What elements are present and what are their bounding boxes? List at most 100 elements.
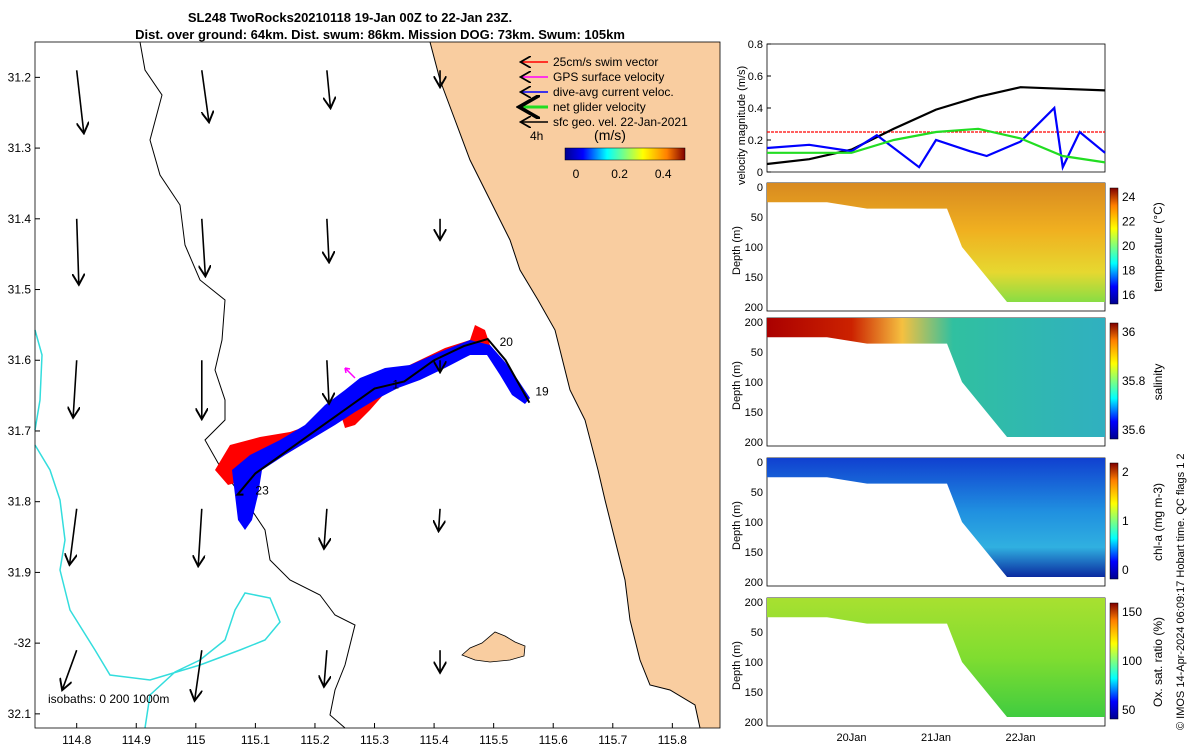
map-x-tick-label: 114.9 [122,733,151,747]
depth-tick-label: 100 [745,242,763,254]
day-label: 1 [392,378,399,392]
depth-ylabel: Depth (m) [731,361,743,410]
day-label: 20 [500,335,514,349]
colorbar-tick-label: 0.4 [655,167,672,181]
depth-tick-label: 200 [745,302,763,314]
map-x-axis: 114.8 114.9 115 115.1 115.2 115.3 115.4 115.5 11… [62,723,687,747]
gps-velocity-arrow [344,367,356,379]
map-x-tick-label: 114.8 [62,733,91,747]
depth-section-fill [767,458,1105,578]
depth-ylabel: Depth (m) [731,226,743,275]
depth-colorbar [1109,187,1119,305]
geo-velocity-arrow [327,218,329,261]
depth-colorbar-tick: 2 [1122,465,1129,479]
geo-velocity-arrow [73,360,77,416]
depth-colorbar-tick: 18 [1122,264,1136,278]
map-x-tick-label: 115.6 [539,733,568,747]
depth-colorbar-tick: 0 [1122,563,1129,577]
legend-label: dive-avg current veloc. [553,85,674,99]
map-y-tick-label: 31.3 [8,141,32,155]
depth-tick-label: 200 [745,577,763,589]
depth-tick-label: 50 [751,627,763,639]
colorbar-tick-label: 0 [573,167,580,181]
time-tick-label: 20Jan [837,732,867,744]
current-vector-fan [232,340,530,530]
depth-section-fill [767,318,1105,438]
legend-label: 25cm/s swim vector [553,55,658,69]
depth-colorbar-tick: 16 [1122,288,1136,302]
map-x-tick-label: 115.4 [420,733,449,747]
depth-colorbar-tick: 1 [1122,514,1129,528]
depth-section-fill [767,598,1105,718]
time-tick-label: 22Jan [1006,732,1036,744]
legend-label: GPS surface velocity [553,70,664,84]
depth-colorbar-tick: 35.8 [1122,374,1146,388]
land-area [430,42,720,728]
map-y-tick-label: 31.2 [8,70,32,84]
geo-velocity-arrow [195,650,203,699]
map-y-tick-label: 31.8 [8,495,32,509]
map-x-tick-label: 115.7 [598,733,627,747]
depth-tick-label: 50 [751,347,763,359]
depth-colorbar [1109,322,1119,440]
depth-tick-label: 100 [745,517,763,529]
depth-panel: 0 50 100 150 200 Depth (m) 24 22 20 18 16 temperatu… [731,182,1165,314]
velocity-series [766,86,1106,171]
velocity-y-axis: 0 0.2 0.4 0.6 0.8 [748,39,771,179]
legend-label: sfc geo. vel. 22-Jan-2021 [553,115,688,129]
depth-tick-label: 100 [745,657,763,669]
glider-track [235,337,531,496]
velocity-ylabel: velocity magnitude (m/s) [736,66,748,185]
geo-velocity-arrow [324,650,327,685]
depth-colorbar [1109,602,1119,720]
depth-colorbar-tick: 50 [1122,703,1136,717]
credit-footer: © IMOS 14-Apr-2024 06:09:17 Hobart time.… [1175,453,1187,730]
depth-colorbar-tick: 24 [1122,190,1136,204]
geo-velocity-arrow [200,70,209,120]
depth-tick-label: 50 [751,487,763,499]
velocity-y-tick-label: 0.2 [748,135,763,147]
depth-tick-label: 50 [751,212,763,224]
depth-colorbar-tick: 100 [1122,654,1142,668]
geo-velocity-arrow [202,218,206,275]
depth-tick-label: 200 [745,717,763,729]
depth-tick-label: 0 [757,182,763,194]
map-x-tick-label: 115.1 [241,733,270,747]
map-x-tick-label: 115.5 [479,733,508,747]
velocity-series-line [766,86,1106,166]
geo-velocity-arrow [75,70,84,132]
map-y-tick-label: 32.1 [8,707,32,721]
arrow-scale-label: 4h [530,129,543,143]
map-y-tick-label: 31.4 [8,212,32,226]
depth-tick-label: 0 [757,457,763,469]
day-labels: 19 20 1 23 [255,335,549,498]
velocity-y-tick-label: 0.6 [748,71,763,83]
day-label: 19 [535,385,549,399]
velocity-y-tick-label: 0 [757,167,763,179]
map-colorbar-ticks: 0 0.2 0.4 [573,167,672,181]
island [461,631,526,663]
colorbar-tick-label: 0.2 [611,167,628,181]
depth-ylabel: Depth (m) [731,641,743,690]
geo-velocity-arrow [77,218,79,283]
chart-title: SL248 TwoRocks20210118 19-Jan 00Z to 22-… [187,10,513,25]
depth-colorbar-tick: 20 [1122,239,1136,253]
day-label: 23 [255,484,269,498]
map-x-tick-label: 115.2 [300,733,329,747]
depth-tick-label: 200 [745,317,763,329]
geo-velocity-arrow [327,70,331,106]
map-y-tick-label: 31.9 [8,565,32,579]
map-y-axis: 31.2 31.3 31.4 31.5 31.6 31.7 31.8 31.9 -32 32.1 [8,70,40,721]
depth-tick-label: 100 [745,377,763,389]
isobath-1000m [34,444,281,729]
depth-colorbar-tick: 150 [1122,605,1142,619]
legend-label: net glider velocity [553,100,646,114]
isobaths-label: isobaths: 0 200 1000m [48,692,169,706]
depth-tick-label: 150 [745,272,763,284]
time-tick-label: 21Jan [921,732,951,744]
surface-geostrophic-vectors [63,70,440,699]
geo-velocity-arrow [70,508,78,564]
depth-colorbar-label: salinity [1151,364,1165,401]
